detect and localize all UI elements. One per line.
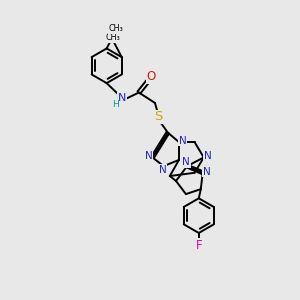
Text: F: F [196, 239, 202, 252]
Text: N: N [204, 152, 211, 161]
Text: N: N [182, 157, 190, 167]
Text: O: O [147, 70, 156, 83]
Text: N: N [145, 152, 153, 161]
Text: N: N [159, 165, 167, 175]
Text: CH₃: CH₃ [109, 24, 123, 33]
Text: N: N [118, 93, 126, 103]
Text: N: N [178, 136, 186, 146]
Text: CH₃: CH₃ [106, 33, 120, 42]
Text: N: N [202, 167, 210, 177]
Text: H: H [112, 100, 118, 109]
Text: S: S [154, 110, 162, 123]
